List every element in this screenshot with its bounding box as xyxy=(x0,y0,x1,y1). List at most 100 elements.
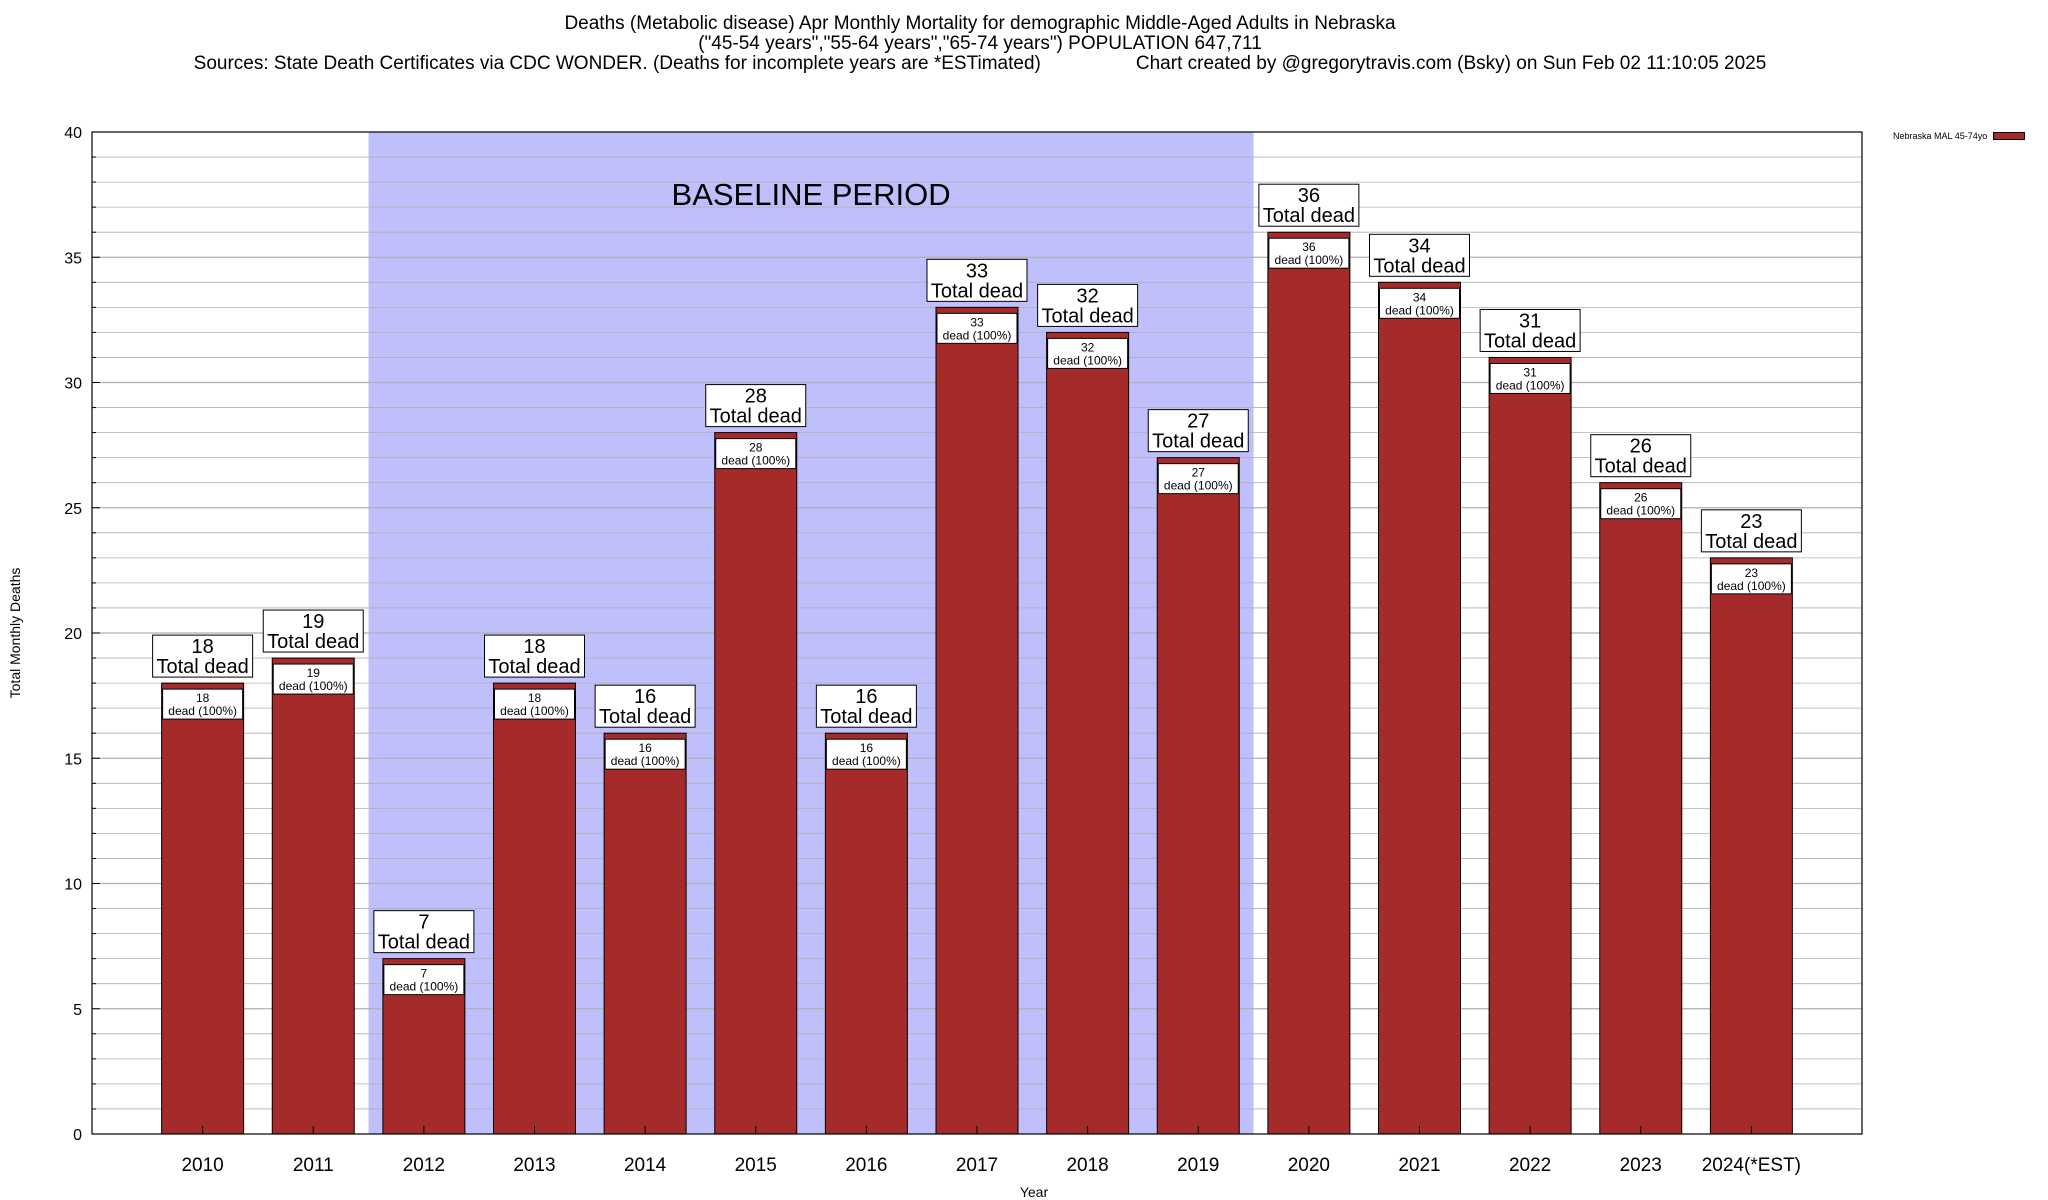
y-tick-label: 35 xyxy=(64,250,82,267)
chart-subtitle: ("45-54 years","55-64 years","65-74 year… xyxy=(698,33,1262,54)
legend: Nebraska MAL 45-74yo xyxy=(1893,131,2026,141)
bar xyxy=(1267,231,1351,1135)
bar xyxy=(271,657,355,1135)
bar-total-label-text: Total dead xyxy=(1263,205,1355,227)
y-tick-label: 30 xyxy=(64,376,82,393)
x-tick-label: 2019 xyxy=(1177,1155,1219,1176)
y-tick-label: 25 xyxy=(64,501,82,518)
y-tick-label: 5 xyxy=(73,1002,82,1019)
bar-inner-label-text: dead (100%) xyxy=(721,454,790,468)
bar-inner-label-value: 19 xyxy=(307,666,321,680)
bar-inner-label-value: 27 xyxy=(1192,466,1206,480)
bar-inner-label-value: 23 xyxy=(1745,566,1759,580)
y-tick-label: 10 xyxy=(64,877,82,894)
bar-inner-label-box xyxy=(1047,337,1129,369)
y-tick-label: 0 xyxy=(73,1127,82,1144)
bar-total-label-text: Total dead xyxy=(820,706,912,728)
bar xyxy=(1488,356,1572,1135)
x-tick-label: 2021 xyxy=(1398,1155,1440,1176)
bar-inner-label-box xyxy=(936,312,1018,344)
bar-inner-label-box xyxy=(1489,362,1571,394)
bar-total-label-text: Total dead xyxy=(488,656,580,678)
bar-inner-label-box xyxy=(383,964,465,996)
x-tick-label: 2016 xyxy=(845,1155,887,1176)
bar-total-label-value: 7 xyxy=(418,912,429,934)
bar-total-label-box xyxy=(1258,183,1360,227)
bar-total-label-value: 32 xyxy=(1077,285,1099,307)
bar-total-label-text: Total dead xyxy=(1373,255,1465,277)
bar-total-label-value: 28 xyxy=(745,386,767,408)
bar-inner-label-box xyxy=(162,688,244,720)
bar-inner-label-text: dead (100%) xyxy=(1275,253,1344,267)
bar xyxy=(493,682,576,1135)
bar-inner-label-box xyxy=(825,738,907,770)
bar-total-label-value: 36 xyxy=(1298,185,1320,207)
bar-inner-label-value: 34 xyxy=(1413,290,1427,304)
bar-inner-label-value: 7 xyxy=(421,967,428,981)
bar-total-label-text: Total dead xyxy=(156,656,248,678)
bar-inner-label-text: dead (100%) xyxy=(1385,303,1454,317)
bar-total-label-text: Total dead xyxy=(710,406,802,428)
bar xyxy=(603,732,687,1135)
bar-total-label-value: 31 xyxy=(1519,310,1541,332)
bar-total-label-box xyxy=(594,684,696,728)
bar-total-label-value: 33 xyxy=(966,260,988,282)
bar-total-label-value: 16 xyxy=(855,686,877,708)
bar-total-label-box xyxy=(815,684,917,728)
bar-total-label-value: 34 xyxy=(1408,235,1430,257)
x-tick-label: 2010 xyxy=(181,1155,223,1176)
x-tick-label: 2018 xyxy=(1066,1155,1108,1176)
bar-total-label-box xyxy=(1700,509,1802,553)
bar-inner-label-value: 18 xyxy=(196,691,210,705)
chart-title: Deaths (Metabolic disease) Apr Monthly M… xyxy=(564,13,1396,34)
bar-total-label-box xyxy=(705,384,807,428)
bar-total-label-box xyxy=(1037,283,1139,327)
x-tick-label: 2014 xyxy=(624,1155,667,1176)
bar-total-label-box xyxy=(926,258,1028,302)
bar-inner-label-text: dead (100%) xyxy=(1164,479,1233,493)
x-tick-label: 2024(*EST) xyxy=(1702,1155,1801,1176)
bar-inner-label-text: dead (100%) xyxy=(832,754,901,768)
x-tick-label: 2022 xyxy=(1509,1155,1551,1176)
x-tick-label: 2017 xyxy=(956,1155,998,1176)
bar-total-label-value: 27 xyxy=(1187,411,1209,433)
bar-inner-label-box xyxy=(715,438,797,470)
x-tick-label: 2015 xyxy=(735,1155,777,1176)
x-axis-title: Year xyxy=(1020,1184,1049,1200)
bar-inner-label-value: 31 xyxy=(1523,365,1537,379)
bar xyxy=(714,432,798,1135)
bar-inner-label-value: 33 xyxy=(970,315,984,329)
bar-total-label-value: 26 xyxy=(1630,436,1652,458)
bar-total-label-text: Total dead xyxy=(1484,330,1576,352)
bar xyxy=(1378,281,1461,1135)
y-tick-label: 15 xyxy=(64,751,82,768)
chart-credit: Chart created by @gregorytravis.com (Bsk… xyxy=(1135,53,1767,74)
bar-inner-label-box xyxy=(604,738,686,770)
plot-frame xyxy=(91,131,1863,1135)
chart-title-block: Deaths (Metabolic disease) Apr Monthly M… xyxy=(0,14,1960,74)
bar-inner-label-text: dead (100%) xyxy=(500,704,569,718)
bar-inner-label-value: 36 xyxy=(1302,240,1316,254)
bar-inner-label-box xyxy=(272,663,354,695)
bar xyxy=(1709,557,1793,1135)
bar xyxy=(1046,331,1130,1135)
bar-total-label-text: Total dead xyxy=(1595,456,1687,478)
bar-total-label-box xyxy=(262,609,364,653)
x-tick-label: 2013 xyxy=(513,1155,555,1176)
bar-inner-label-value: 26 xyxy=(1634,491,1648,505)
bar-total-label-text: Total dead xyxy=(1041,305,1133,327)
bar-inner-label-value: 28 xyxy=(749,441,763,455)
bar-total-label-value: 18 xyxy=(523,636,545,658)
baseline-period-label: BASELINE PERIOD xyxy=(672,177,951,212)
bar xyxy=(1599,482,1683,1135)
x-tick-label: 2012 xyxy=(403,1155,445,1176)
bar-inner-label-box xyxy=(494,688,575,720)
y-axis-title: Total Monthly Deaths xyxy=(7,568,23,699)
bar-inner-label-text: dead (100%) xyxy=(168,704,237,718)
bar xyxy=(161,682,245,1135)
bar-total-label-box xyxy=(1590,434,1692,478)
bar-total-label-text: Total dead xyxy=(1152,431,1244,453)
x-tick-label: 2011 xyxy=(293,1155,334,1176)
bar-total-label-box xyxy=(484,634,585,678)
bar-inner-label-value: 32 xyxy=(1081,340,1095,354)
